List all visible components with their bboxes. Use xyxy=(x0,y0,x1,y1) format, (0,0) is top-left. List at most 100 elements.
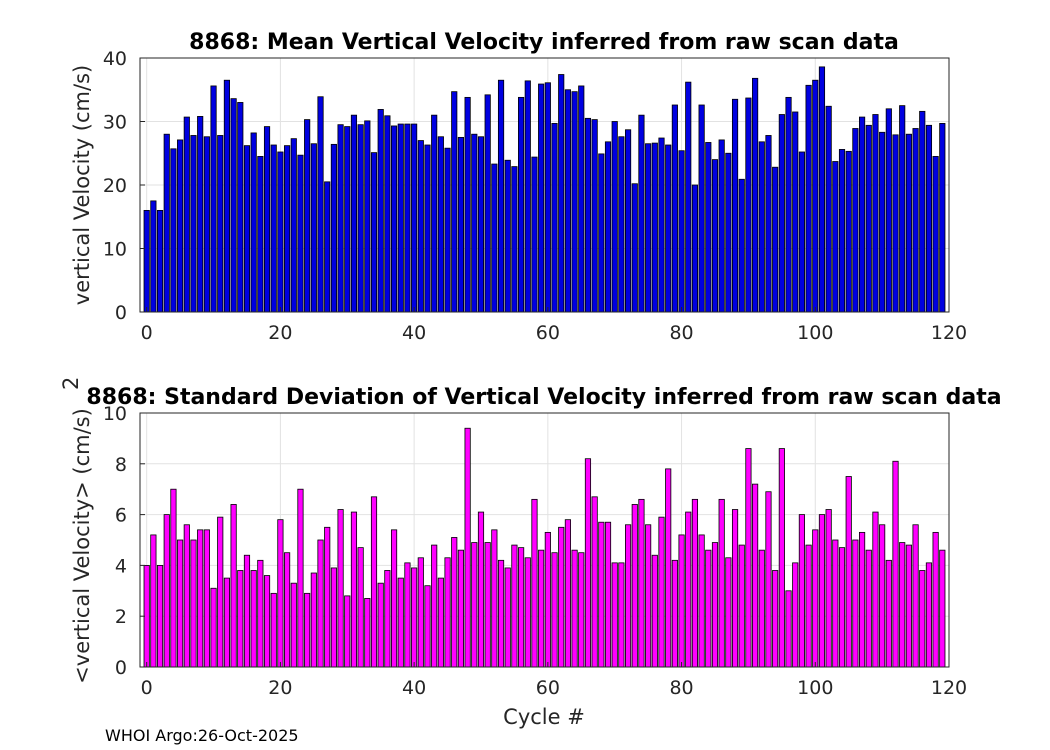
stddev-y-tick-label: 4 xyxy=(115,555,127,577)
stddev-y-axis-label: <vertical Velocity> (cm/s) xyxy=(70,408,94,684)
mean-bar xyxy=(711,159,719,313)
stddev-bar xyxy=(257,559,264,668)
mean-bar xyxy=(872,114,879,313)
mean-bar xyxy=(337,124,344,313)
stddev-bar xyxy=(370,496,378,668)
mean-bar xyxy=(758,141,765,313)
stddev-bar xyxy=(223,577,230,668)
mean-bar xyxy=(618,136,625,313)
stddev-bar xyxy=(491,529,498,668)
stddev-bar xyxy=(217,516,224,668)
mean-bar xyxy=(912,128,919,313)
stddev-bar xyxy=(832,539,839,668)
mean-bar xyxy=(845,150,852,313)
stddev-bar xyxy=(210,587,217,668)
stddev-velocity-chart: 0 20 40 60 80 100 120 0 2 4 6 8 10 8868: Standard D… xyxy=(59,377,1002,729)
stddev-bar xyxy=(350,511,358,668)
stddev-y-tick-label: 10 xyxy=(103,403,127,425)
stddev-bar xyxy=(718,498,725,668)
mean-bar xyxy=(451,91,458,313)
mean-bar xyxy=(812,79,819,313)
stddev-bar xyxy=(304,592,311,668)
stddev-bar xyxy=(752,483,759,668)
stddev-bar xyxy=(925,562,933,668)
mean-x-tick-label: 120 xyxy=(931,322,967,344)
stddev-bar xyxy=(551,552,558,668)
stddev-bar xyxy=(778,448,785,668)
mean-x-tick-label: 80 xyxy=(669,322,693,344)
stddev-bar xyxy=(785,590,792,668)
mean-bar xyxy=(324,181,331,313)
mean-bar xyxy=(210,85,217,313)
mean-x-ticks: 0 20 40 60 80 100 120 xyxy=(141,307,967,344)
mean-bar xyxy=(444,147,451,313)
mean-bar xyxy=(284,145,291,313)
stddev-x-tick-label: 100 xyxy=(797,677,833,699)
mean-bar xyxy=(645,143,652,313)
mean-bar xyxy=(691,184,699,313)
stddev-bar xyxy=(330,567,337,668)
stddev-bar xyxy=(397,577,404,668)
mean-bar xyxy=(317,96,324,313)
mean-y-ticks: 0 10 20 30 40 xyxy=(103,48,145,324)
stddev-bar xyxy=(852,539,859,668)
mean-bar xyxy=(504,159,511,313)
stddev-bar xyxy=(885,559,892,668)
stddev-y-ticks: 0 2 4 6 8 10 xyxy=(103,403,145,679)
mean-bar xyxy=(638,114,645,313)
mean-bar xyxy=(257,156,264,313)
mean-x-tick-label: 20 xyxy=(268,322,292,344)
mean-bar xyxy=(818,66,826,313)
stddev-x-tick-label: 0 xyxy=(141,677,153,699)
stddev-bar xyxy=(604,521,612,668)
mean-bar xyxy=(263,126,271,313)
stddev-x-tick-label: 40 xyxy=(402,677,426,699)
stddev-x-tick-label: 60 xyxy=(536,677,560,699)
mean-bar xyxy=(678,150,685,313)
stddev-bar xyxy=(324,526,331,668)
stddev-y-tick-label: 8 xyxy=(115,454,127,476)
mean-bar xyxy=(625,129,632,313)
mean-bar xyxy=(578,85,585,313)
stddev-bar xyxy=(390,529,398,668)
mean-bar xyxy=(397,123,404,313)
mean-bar xyxy=(344,126,351,313)
stddev-bar xyxy=(892,460,899,668)
stddev-bar xyxy=(464,427,471,668)
stddev-bar xyxy=(758,549,765,668)
stddev-bar xyxy=(805,544,812,668)
mean-bar xyxy=(932,156,939,313)
stddev-bar xyxy=(571,549,578,668)
mean-bar xyxy=(718,139,725,313)
mean-bar xyxy=(905,133,912,313)
mean-bar xyxy=(250,132,257,313)
mean-bar xyxy=(899,105,906,313)
stddev-bar xyxy=(651,554,658,668)
stddev-bar xyxy=(444,557,451,668)
stddev-bar xyxy=(872,511,879,668)
stddev-x-ticks: 0 20 40 60 80 100 120 xyxy=(141,662,967,699)
stddev-bar xyxy=(471,542,478,668)
mean-bar xyxy=(685,81,692,313)
stddev-bar xyxy=(197,529,204,668)
mean-bar xyxy=(551,123,558,313)
mean-bar xyxy=(524,80,531,313)
stddev-bar xyxy=(665,468,672,668)
stddev-bar xyxy=(270,592,277,668)
stddev-bar xyxy=(177,539,184,668)
mean-bar xyxy=(477,136,485,313)
stddev-bar xyxy=(170,488,177,668)
mean-y-tick-label: 20 xyxy=(103,175,127,197)
mean-bar xyxy=(417,140,424,313)
mean-bar xyxy=(471,133,478,313)
stddev-bar xyxy=(203,529,210,668)
mean-bar xyxy=(431,114,438,313)
stddev-bar xyxy=(731,509,739,668)
mean-bar xyxy=(223,79,230,313)
mean-bar xyxy=(671,104,678,313)
mean-bar xyxy=(518,96,525,313)
stddev-bar xyxy=(772,570,779,668)
stddev-bar xyxy=(745,448,752,668)
mean-bar xyxy=(651,142,658,313)
mean-bar xyxy=(377,109,384,313)
